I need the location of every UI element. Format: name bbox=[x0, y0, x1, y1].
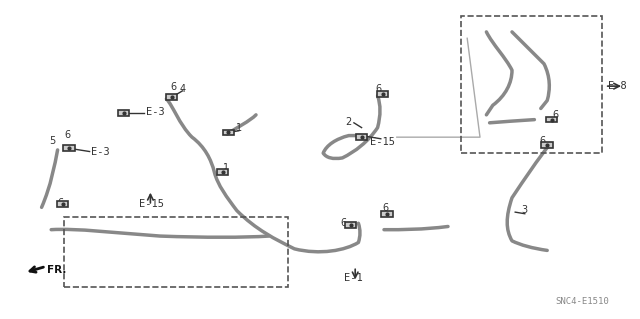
Text: E-3: E-3 bbox=[146, 107, 164, 117]
FancyBboxPatch shape bbox=[118, 110, 129, 116]
Text: 4: 4 bbox=[180, 84, 186, 94]
FancyBboxPatch shape bbox=[57, 201, 68, 207]
Text: 6: 6 bbox=[340, 218, 347, 228]
Text: 6: 6 bbox=[65, 130, 71, 140]
Text: 6: 6 bbox=[58, 197, 64, 208]
Bar bbox=[461, 16, 602, 153]
FancyBboxPatch shape bbox=[217, 169, 228, 175]
FancyBboxPatch shape bbox=[166, 94, 177, 100]
Text: 6: 6 bbox=[376, 84, 382, 94]
Text: E-1: E-1 bbox=[344, 272, 362, 283]
FancyBboxPatch shape bbox=[377, 91, 388, 97]
Text: 1: 1 bbox=[223, 163, 229, 173]
Text: FR.: FR. bbox=[47, 264, 67, 275]
FancyBboxPatch shape bbox=[223, 130, 234, 135]
Text: E-15: E-15 bbox=[139, 199, 164, 209]
Text: 1: 1 bbox=[236, 123, 243, 133]
Text: E-8: E-8 bbox=[608, 81, 627, 91]
FancyBboxPatch shape bbox=[381, 211, 393, 217]
Text: 5: 5 bbox=[49, 136, 56, 146]
Text: 2: 2 bbox=[346, 117, 352, 127]
FancyBboxPatch shape bbox=[356, 134, 367, 140]
Text: E-3: E-3 bbox=[91, 146, 109, 157]
Text: 6: 6 bbox=[382, 203, 388, 213]
Bar bbox=[64, 217, 288, 287]
FancyBboxPatch shape bbox=[541, 142, 553, 148]
Text: 6: 6 bbox=[552, 110, 559, 121]
FancyBboxPatch shape bbox=[345, 222, 356, 228]
Text: SNC4-E1510: SNC4-E1510 bbox=[556, 297, 609, 306]
Text: E-15: E-15 bbox=[370, 137, 395, 147]
FancyBboxPatch shape bbox=[546, 117, 557, 122]
Text: 3: 3 bbox=[522, 205, 528, 215]
Text: 6: 6 bbox=[170, 82, 177, 93]
Text: 6: 6 bbox=[539, 136, 545, 146]
FancyBboxPatch shape bbox=[63, 145, 75, 151]
